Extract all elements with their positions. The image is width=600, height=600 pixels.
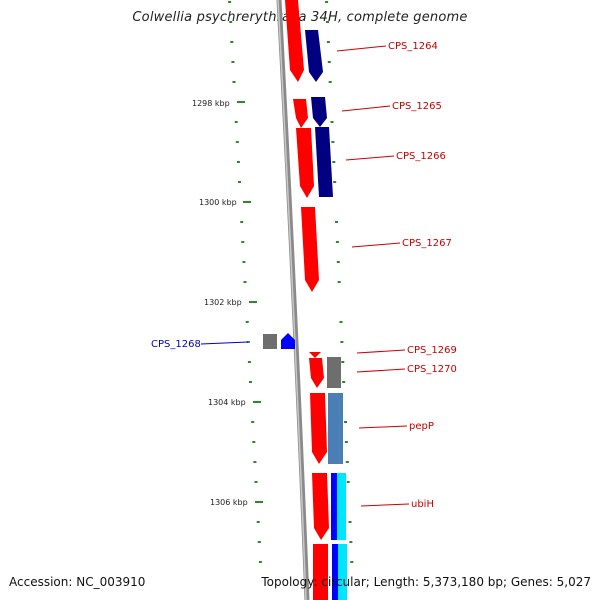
gene-label-pepp[interactable]: pepP — [409, 421, 434, 432]
kbp-label: 1300 kbp — [199, 198, 237, 207]
gene-cps-1264-feature[interactable] — [285, 0, 304, 82]
similarity-track — [305, 30, 347, 600]
gene-cps-1270-feature[interactable] — [309, 358, 324, 388]
gene-label-ubih[interactable]: ubiH — [411, 499, 434, 510]
kbp-label: 1298 kbp — [192, 99, 230, 108]
leader-line — [345, 155, 395, 161]
forward-cds-track — [285, 0, 329, 600]
gene-label-cps-1266[interactable]: CPS_1266 — [396, 151, 446, 162]
hit-block — [332, 544, 338, 600]
accession-label: Accession: NC_003910 — [9, 575, 146, 589]
gene-label-cps-1268[interactable]: CPS_1268 — [151, 339, 201, 350]
reverse-cds-track — [263, 333, 295, 349]
gene-labels: CPS_1264 CPS_1265 CPS_1266 CPS_1267 CPS_… — [151, 41, 457, 510]
gene-cps-1267-feature[interactable] — [301, 207, 319, 292]
hit-block — [305, 30, 323, 82]
gene-cps-1266-feature[interactable] — [296, 128, 314, 198]
hit-block — [331, 473, 337, 540]
hit-block — [311, 97, 327, 127]
leader-line — [356, 349, 406, 354]
kbp-label: 1304 kbp — [208, 398, 246, 407]
hit-block — [328, 393, 343, 464]
gene-pepp-feature[interactable] — [310, 393, 327, 464]
kbp-label: 1302 kbp — [204, 298, 242, 307]
leader-line — [356, 368, 406, 373]
gene-cps-1265-feature[interactable] — [293, 99, 308, 128]
kbp-labels: 1298 kbp 1300 kbp 1302 kbp 1304 kbp 1306… — [192, 99, 263, 507]
gene-label-cps-1267[interactable]: CPS_1267 — [402, 238, 452, 249]
kbp-label: 1306 kbp — [210, 498, 248, 507]
gene-label-cps-1269[interactable]: CPS_1269 — [407, 345, 457, 356]
gene-cps-1268-feature[interactable] — [281, 333, 295, 349]
gene-label-cps-1264[interactable]: CPS_1264 — [388, 41, 438, 52]
hit-block — [315, 127, 333, 197]
gene-cps-1268-other-feature[interactable] — [263, 334, 277, 349]
leader-line — [351, 242, 401, 248]
gene-next-feature[interactable] — [313, 544, 328, 600]
gene-cps-1269-feature[interactable] — [309, 352, 321, 358]
gene-label-cps-1270[interactable]: CPS_1270 — [407, 364, 457, 375]
leader-line — [336, 45, 387, 52]
genome-backbone — [276, 0, 310, 600]
leader-line — [360, 503, 410, 507]
ruler-right — [325, 1, 354, 563]
genome-summary: Topology: circular; Length: 5,373,180 bp… — [261, 575, 591, 589]
ruler-left — [228, 1, 262, 563]
genome-backbone-highlight — [277, 0, 307, 600]
leader-line — [200, 341, 249, 345]
gene-label-cps-1265[interactable]: CPS_1265 — [392, 101, 442, 112]
hit-block — [338, 544, 347, 600]
gene-ubih-feature[interactable] — [312, 473, 329, 540]
leader-line — [341, 105, 391, 112]
hit-block — [327, 357, 341, 388]
leader-lines — [200, 45, 410, 507]
hit-block — [337, 473, 346, 540]
leader-line — [358, 425, 408, 429]
map-title: Colwellia psychrerythraea 34H, complete … — [132, 10, 468, 25]
